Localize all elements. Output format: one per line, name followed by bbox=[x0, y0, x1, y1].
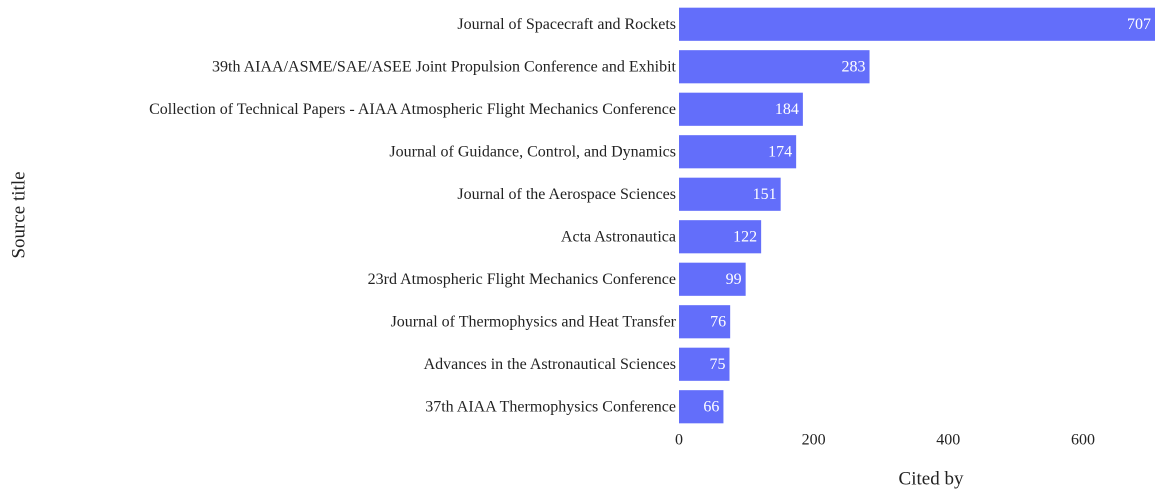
value-label: 76 bbox=[710, 313, 726, 330]
y-tick-label: Collection of Technical Papers - AIAA At… bbox=[149, 101, 676, 118]
y-tick-label: Acta Astronautica bbox=[561, 228, 676, 245]
x-tick-label: 200 bbox=[802, 432, 826, 449]
y-tick-label: Journal of Spacecraft and Rockets bbox=[457, 16, 676, 33]
y-tick-label: 39th AIAA/ASME/SAE/ASEE Joint Propulsion… bbox=[212, 58, 677, 75]
value-label: 122 bbox=[733, 228, 757, 245]
bar bbox=[679, 177, 781, 211]
value-label: 174 bbox=[768, 143, 792, 160]
bar bbox=[679, 135, 797, 169]
bar bbox=[679, 390, 724, 424]
value-label: 66 bbox=[703, 398, 719, 415]
y-tick-label: Journal of Guidance, Control, and Dynami… bbox=[389, 143, 676, 160]
bar bbox=[679, 305, 731, 339]
value-label: 707 bbox=[1127, 16, 1151, 33]
y-tick-label: Advances in the Astronautical Sciences bbox=[424, 356, 676, 373]
bar bbox=[679, 50, 870, 84]
value-label: 184 bbox=[775, 101, 799, 118]
value-label: 283 bbox=[842, 58, 866, 75]
x-axis-label: Cited by bbox=[899, 468, 964, 489]
y-tick-label: 37th AIAA Thermophysics Conference bbox=[425, 398, 676, 415]
bar bbox=[679, 92, 803, 126]
bar bbox=[679, 262, 746, 296]
bar bbox=[679, 347, 730, 381]
value-label: 75 bbox=[709, 356, 725, 373]
y-tick-label: Journal of the Aerospace Sciences bbox=[457, 186, 676, 203]
y-tick-label: 23rd Atmospheric Flight Mechanics Confer… bbox=[368, 271, 676, 288]
x-tick-label: 400 bbox=[936, 432, 960, 449]
bar bbox=[679, 7, 1155, 41]
y-tick-label: Journal of Thermophysics and Heat Transf… bbox=[391, 313, 677, 330]
x-tick-label: 0 bbox=[675, 432, 683, 449]
bar bbox=[679, 220, 762, 254]
x-tick-label: 600 bbox=[1071, 432, 1095, 449]
value-label: 99 bbox=[726, 271, 742, 288]
value-label: 151 bbox=[753, 186, 777, 203]
y-axis-label: Source title bbox=[8, 171, 29, 258]
